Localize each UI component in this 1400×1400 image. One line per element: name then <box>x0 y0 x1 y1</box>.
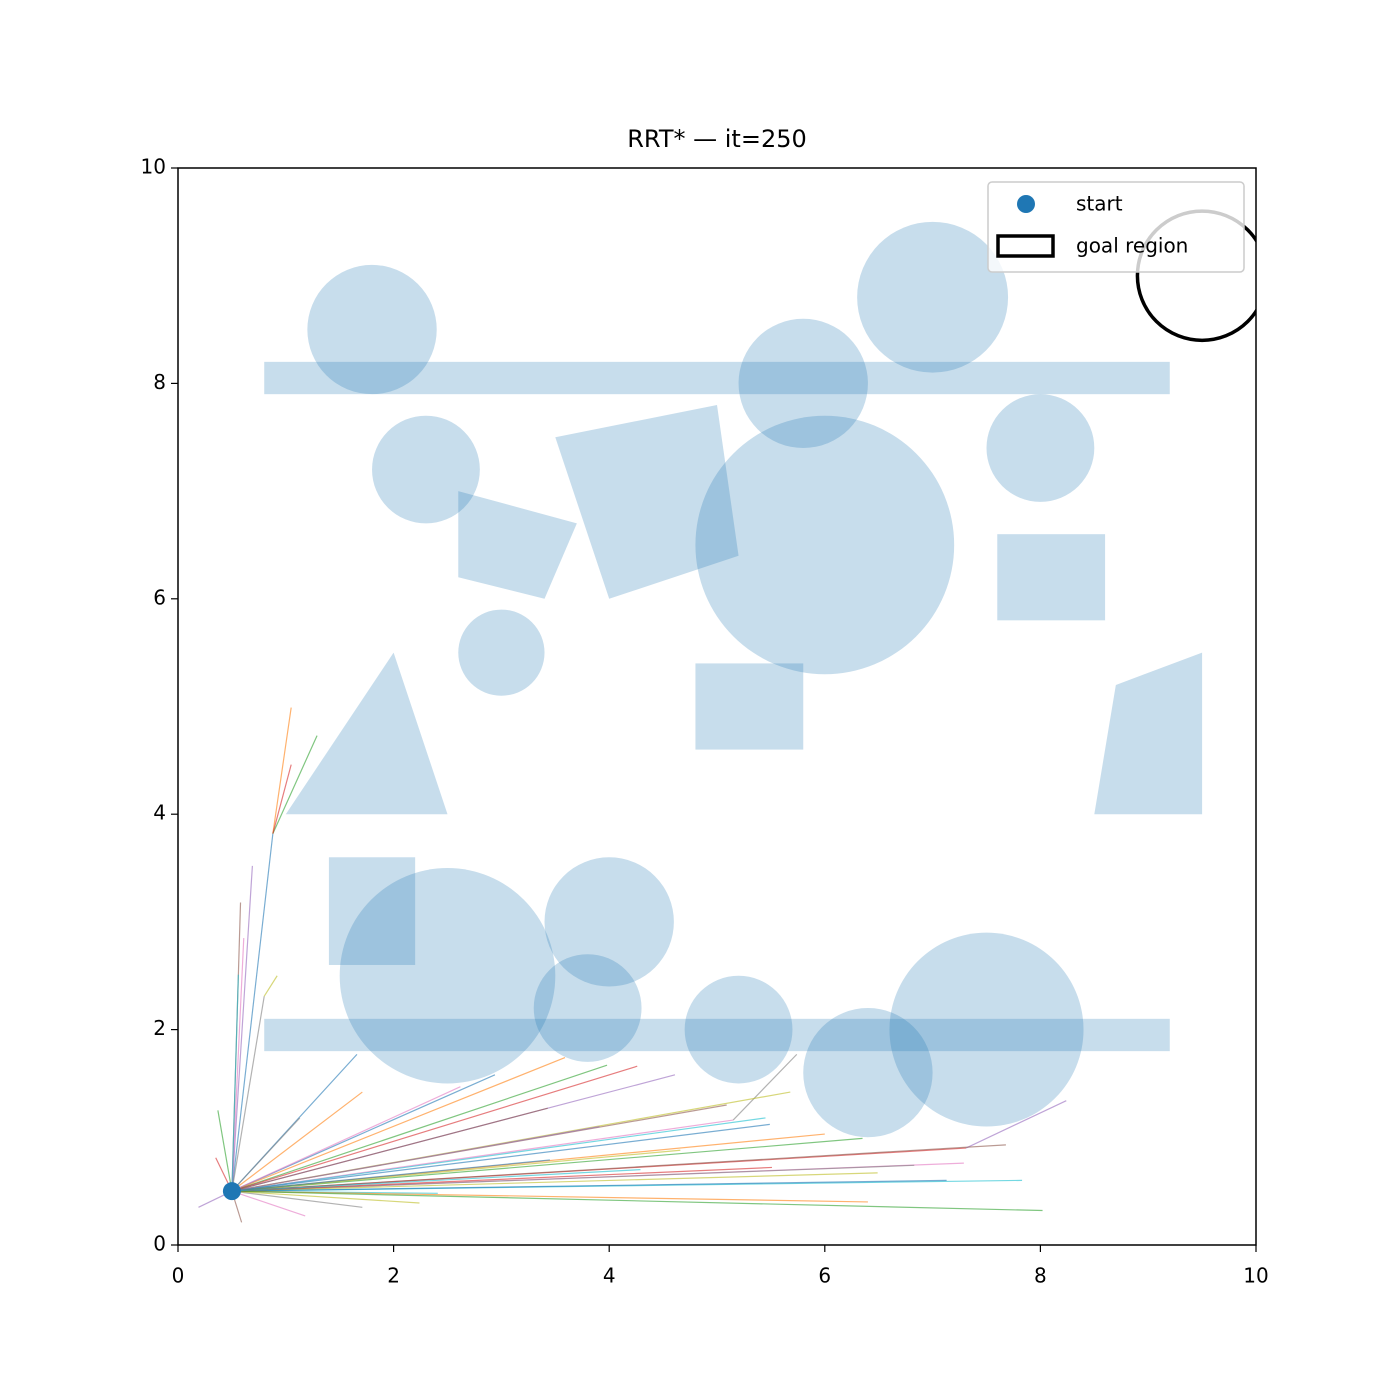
tree-edge <box>231 1086 461 1192</box>
obstacle-polygon <box>285 652 448 815</box>
y-tick-label: 10 <box>141 155 166 179</box>
obstacle-circle <box>695 415 955 675</box>
tree-edge <box>231 1190 363 1208</box>
tree-edge <box>732 1053 798 1121</box>
legend-label: start <box>1076 192 1123 216</box>
legend-label: goal region <box>1076 234 1188 258</box>
tree-edge <box>217 1110 233 1192</box>
tree-edge <box>231 1190 420 1204</box>
tree-edge <box>231 1190 1043 1212</box>
tree-edge <box>231 865 253 1192</box>
x-tick-label: 2 <box>387 1264 400 1288</box>
tree-edge <box>231 1190 868 1203</box>
tree-edge <box>231 1172 878 1192</box>
tree-edge <box>231 1190 306 1217</box>
obstacle-circle <box>857 221 1009 373</box>
tree-edge <box>263 975 278 997</box>
tree-edge <box>231 1123 770 1192</box>
tree-edge <box>231 1159 550 1192</box>
obstacle-circle <box>803 1008 933 1138</box>
obstacle-rect <box>264 1018 1170 1052</box>
plot-area <box>198 209 1256 1223</box>
tree-edge <box>231 1091 363 1192</box>
axes-frame <box>177 167 1257 1246</box>
y-tick-label: 8 <box>153 370 166 394</box>
obstacle-circle <box>307 264 437 395</box>
tree-edge <box>231 1166 773 1192</box>
obstacle-circle <box>889 932 1084 1127</box>
tree-edge <box>231 974 239 1192</box>
x-tick-label: 10 <box>1243 1264 1268 1288</box>
obstacle-rect <box>695 663 804 750</box>
obstacle-circle <box>372 415 480 524</box>
start-point <box>222 1182 241 1201</box>
y-tick-label: 4 <box>153 801 166 825</box>
tree-edge <box>272 764 292 834</box>
y-tick-label: 2 <box>153 1016 166 1040</box>
y-tick-label: 0 <box>153 1232 166 1256</box>
tree-edge <box>231 1137 863 1192</box>
x-tick-label: 8 <box>1034 1264 1047 1288</box>
tree-edge <box>272 735 318 834</box>
obstacle-circle <box>684 975 793 1084</box>
axes: 0 2 4 6 8 10 0 2 4 6 8 10 <box>141 155 1269 1288</box>
legend: start goal region <box>987 181 1245 273</box>
obstacle-circle <box>458 609 545 696</box>
tree-edge <box>231 1169 641 1192</box>
obstacle-polygon <box>1094 652 1203 815</box>
obstacle-polygon <box>555 404 739 599</box>
legend-marker <box>1017 195 1035 213</box>
obstacle-polygon <box>458 491 577 599</box>
obstacle-circle <box>339 868 556 1084</box>
tree-edge <box>231 1064 608 1192</box>
tree-edge <box>231 833 274 1192</box>
tree-edge <box>231 1065 638 1192</box>
x-tick-label: 0 <box>172 1264 185 1288</box>
tree-edge <box>231 1117 301 1192</box>
x-tick-label: 4 <box>603 1264 616 1288</box>
tree-edge <box>231 996 265 1192</box>
obstacle-circle <box>738 318 868 449</box>
legend-marker <box>996 234 1055 258</box>
tree-edge <box>231 938 245 1192</box>
tree-edge <box>231 1125 600 1192</box>
tree-edge <box>231 1144 1006 1192</box>
obstacle-rect <box>328 857 416 965</box>
obstacle-circle <box>533 954 642 1062</box>
obstacle-circle <box>544 857 674 987</box>
obstacle-rect <box>264 361 1170 395</box>
obstacle-circle <box>986 394 1095 502</box>
tree-edge <box>231 1057 566 1192</box>
tree-edge <box>965 1100 1067 1149</box>
chart-title: RRT* — it=250 <box>627 125 807 153</box>
obstacle-rect <box>997 534 1106 621</box>
tree-edge <box>231 1179 947 1192</box>
tree-edge <box>231 1107 548 1192</box>
x-tick-label: 6 <box>818 1264 831 1288</box>
tree-edge <box>231 1117 766 1192</box>
tree-edge <box>272 707 292 834</box>
y-tick-label: 6 <box>153 585 166 609</box>
tree-edge <box>231 1164 915 1192</box>
